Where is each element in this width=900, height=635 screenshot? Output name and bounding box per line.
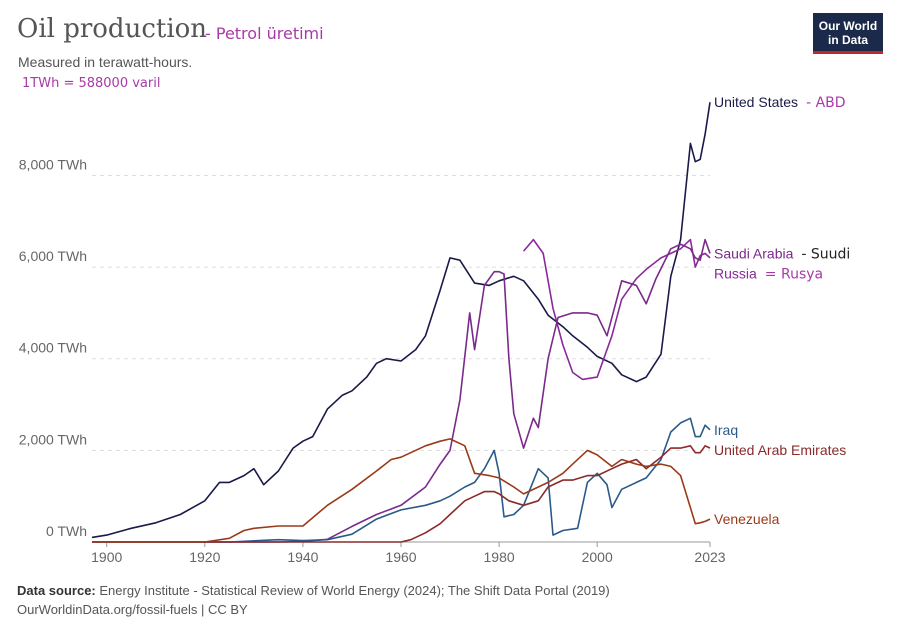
title-annotation: - Petrol üretimi — [205, 24, 324, 43]
series-line — [91, 102, 711, 539]
series-line — [92, 238, 711, 543]
logo-line-2: in Data — [827, 33, 868, 47]
logo-line-1: Our World — [818, 19, 878, 33]
series-line — [92, 445, 711, 543]
y-tick-label: 0 TWh — [46, 523, 87, 539]
series-label: United Arab Emirates — [714, 442, 846, 458]
url-line[interactable]: OurWorldinData.org/fossil-fuels | CC BY — [17, 602, 248, 617]
series-annotation: - ABD — [806, 95, 845, 111]
source-label: Data source: — [17, 583, 96, 598]
x-tick-label: 1900 — [91, 549, 122, 565]
chart-title: Oil production — [17, 14, 208, 44]
series-line — [92, 438, 711, 543]
x-tick-label: 2000 — [582, 549, 613, 565]
series-label: United States — [714, 94, 798, 110]
series-label: Russia — [714, 265, 757, 281]
x-tick-label: 1960 — [385, 549, 416, 565]
x-tick-label: 1980 — [484, 549, 515, 565]
series-annotation: - Suudi — [801, 246, 850, 262]
series-annotation: = Rusya — [765, 266, 823, 282]
series-label: Venezuela — [714, 511, 780, 527]
y-tick-label: 4,000 TWh — [19, 340, 87, 356]
series-label: Saudi Arabia — [714, 245, 794, 261]
x-tick-label: 1920 — [189, 549, 220, 565]
unit-annotation: 1TWh = 588000 varil — [22, 76, 161, 91]
source-line: Data source: Energy Institute - Statisti… — [17, 583, 610, 598]
source-text: Energy Institute - Statistical Review of… — [99, 583, 610, 598]
y-tick-label: 8,000 TWh — [19, 156, 87, 172]
owid-logo[interactable]: Our World in Data — [813, 13, 883, 54]
x-tick-label: 2023 — [694, 549, 725, 565]
series-line — [522, 238, 711, 381]
y-tick-label: 2,000 TWh — [19, 431, 87, 447]
series-label: Iraq — [714, 422, 738, 438]
y-tick-label: 6,000 TWh — [19, 248, 87, 264]
series-line — [92, 417, 711, 543]
chart-subtitle: Measured in terawatt-hours. — [18, 54, 193, 70]
x-tick-label: 1940 — [287, 549, 318, 565]
